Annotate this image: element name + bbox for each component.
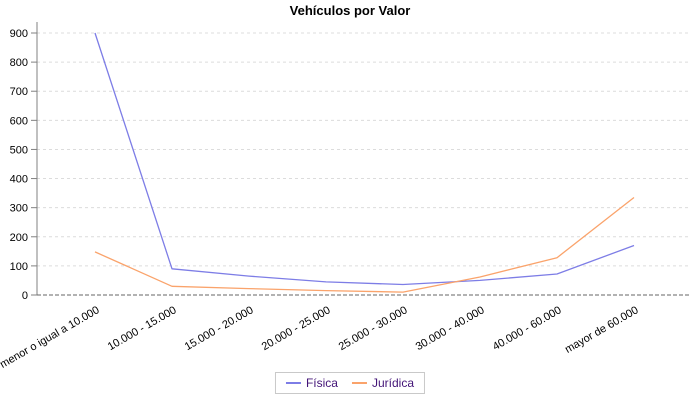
y-tick-label: 700 <box>10 86 28 98</box>
y-tick-label: 200 <box>10 232 28 244</box>
legend-item-física: Física <box>285 376 338 390</box>
legend-swatch <box>285 382 301 384</box>
x-category-label: 10.000 - 15.000 <box>106 304 179 353</box>
plot-area: 0 100 200 300 400 500 600 700 800 900 menor o igua… <box>0 22 690 368</box>
x-category-label: 40.000 - 60.000 <box>491 304 564 353</box>
x-category-label: 15.000 - 20.000 <box>183 304 256 353</box>
y-tick-label: 100 <box>10 261 28 273</box>
x-category-label: menor o igual a 10.000 <box>0 304 101 368</box>
y-tick-label: 300 <box>10 203 28 215</box>
series-line-física <box>94 32 635 286</box>
legend-label: Física <box>305 376 338 390</box>
y-tick-label: 800 <box>10 57 28 69</box>
chart-title: Vehículos por Valor <box>289 3 411 18</box>
y-tick-label: 900 <box>10 28 28 40</box>
legend: Física Jurídica <box>274 372 426 394</box>
series-line-jurídica <box>94 196 635 293</box>
legend-item-jurídica: Jurídica <box>351 376 415 390</box>
y-tick-label: 500 <box>10 144 28 156</box>
legend-swatch <box>351 382 367 384</box>
y-tick-label: 400 <box>10 174 28 186</box>
x-category-label: mayor de 60.000 <box>563 304 641 356</box>
y-tick-label: 0 <box>22 290 28 302</box>
legend-label: Jurídica <box>371 376 415 390</box>
x-category-label: 20.000 - 25.000 <box>260 304 333 353</box>
x-category-label: 30.000 - 40.000 <box>414 304 487 353</box>
x-category-label: 25.000 - 30.000 <box>337 304 410 353</box>
y-tick-label: 600 <box>10 115 28 127</box>
